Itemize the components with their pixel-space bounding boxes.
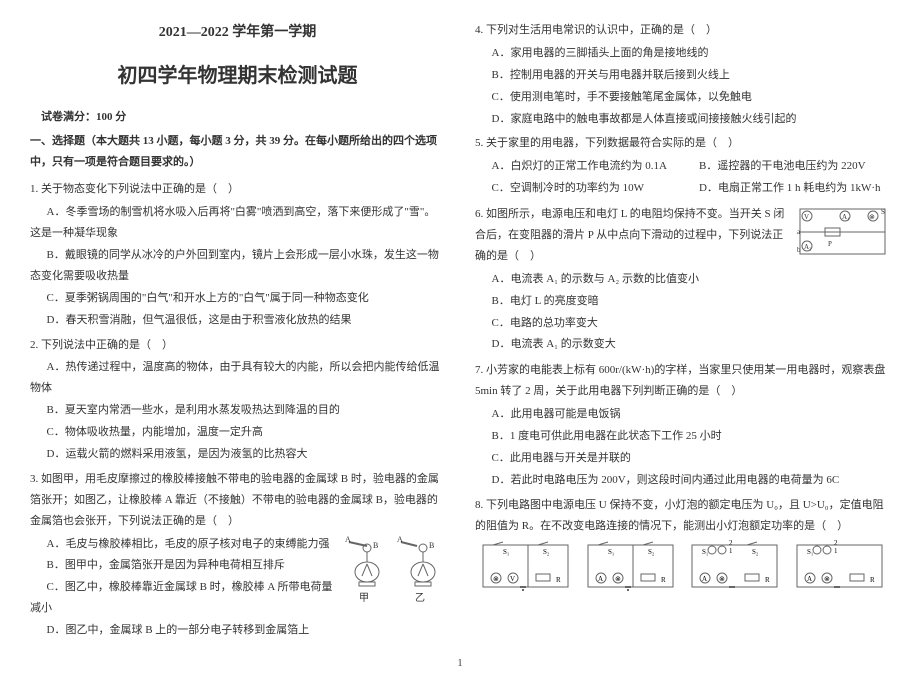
q2-opt-b: B．夏天室内常洒一些水，是利用水蒸发吸热达到降温的目的 [30,400,445,421]
svg-text:A₂: A₂ [804,243,812,251]
q7-opt-a: A．此用电器可能是电饭锅 [475,404,890,425]
q2-opt-c: C．物体吸收热量，内能增加，温度一定升高 [30,422,445,443]
q5-opt-d: D．电扇正常工作 1 h 耗电约为 1kW·h [683,178,891,199]
q3-caption-jia: 甲 [339,589,389,608]
q2-opt-a: A．热传递过程中，温度高的物体，由于具有较大的内能，所以会把内能传给低温物体 [30,357,445,399]
electroscope-jia-icon: A B [339,534,389,589]
q7-opt-d: D．若此时电路电压为 200V，则这段时间内通过此用电器的电荷量为 6C [475,470,890,491]
q7-opt-b: B．1 度电可供此用电器在此状态下工作 25 小时 [475,426,890,447]
q8-circuit-options: S₁ S₂ ⊗ V R S₁ S₂ [475,540,890,595]
svg-text:A: A [598,575,603,583]
question-7: 7. 小芳家的电能表上标有 600r/(kW·h)的字样，当家里只使用某一用电器… [475,360,890,490]
q3-caption-yi: 乙 [395,589,445,608]
svg-text:S₁: S₁ [608,548,614,556]
svg-text:1: 1 [729,547,733,555]
q4-opt-c: C．使用测电笔时，手不要接触笔尾金属体，以免触电 [475,87,890,108]
q2-opt-d: D．运载火箭的燃料采用液氢，是因为液氢的比热容大 [30,444,445,465]
q5-opt-b: B．遥控器的干电池电压约为 220V [683,156,891,177]
svg-text:A: A [702,575,707,583]
q7-opt-c: C．此用电器与开关是并联的 [475,448,890,469]
q5-stem: 5. 关于家里的用电器，下列数据最符合实际的是（ ） [475,133,890,154]
q4-opt-d: D．家庭电路中的触电事故都是人体直接或间接接触火线引起的 [475,109,890,130]
svg-text:2: 2 [834,540,838,547]
q5-opt-c: C．空调制冷时的功率约为 10W [475,178,683,199]
q1-opt-a: A．冬季雪场的制雪机将水吸入后再将"白雾"喷洒到高空，落下来便形成了"雪"。这是… [30,202,445,244]
circuit-opt-c-icon: S₂ S₁ 1 2 A ⊗ R [687,540,782,595]
q3-figure: A B 甲 A [339,534,445,608]
section-1-head: 一、选择题（本大题共 13 小题，每小题 3 分，共 39 分。在每小题所给出的… [30,131,445,173]
q1-opt-c: C．夏季粥锅周围的"白气"和开水上方的"白气"属于同一种物态变化 [30,288,445,309]
q1-opt-b: B．戴眼镜的同学从冰冷的户外回到室内，镜片上会形成一层小水珠，发生这一物态变化需… [30,245,445,287]
electroscope-yi-icon: A B [395,534,445,589]
question-4: 4. 下列对生活用电常识的认识中，正确的是（ ） A．家用电器的三脚插头上面的角… [475,20,890,129]
svg-text:⊗: ⊗ [824,575,830,583]
q2-stem: 2. 下列说法中正确的是（ ） [30,335,445,356]
q1-opt-d: D．春天积雪消融，但气温很低，这是由于积雪液化放热的结果 [30,310,445,331]
svg-text:S₁: S₁ [702,548,708,556]
svg-text:R: R [765,576,770,584]
score-line: 试卷满分：100 分 [30,107,445,128]
q5-opt-a: A．白炽灯的正常工作电流约为 0.1A [475,156,683,177]
q7-stem: 7. 小芳家的电能表上标有 600r/(kW·h)的字样，当家里只使用某一用电器… [475,360,890,402]
question-2: 2. 下列说法中正确的是（ ） A．热传递过程中，温度高的物体，由于具有较大的内… [30,335,445,465]
question-6: V A₁ ⊗ S P A₂ a b 6. 如图所示，电源电压和电灯 L 的电阻均… [475,204,890,356]
question-1: 1. 关于物态变化下列说法中正确的是（ ） A．冬季雪场的制雪机将水吸入后再将"… [30,179,445,330]
svg-text:S₁: S₁ [807,548,813,556]
svg-text:⊗: ⊗ [869,213,875,221]
svg-text:A: A [397,535,403,544]
q3-stem: 3. 如图甲，用毛皮摩擦过的橡胶棒接触不带电的验电器的金属球 B 时，验电器的金… [30,469,445,532]
svg-text:⊗: ⊗ [493,575,499,583]
q4-opt-a: A．家用电器的三脚插头上面的角是接地线的 [475,43,890,64]
q8-stem: 8. 下列电路图中电源电压 U 保持不变，小灯泡的额定电压为 U₀，且 U>U₀… [475,495,890,537]
svg-text:R: R [556,576,561,584]
svg-text:A: A [807,575,812,583]
svg-text:V: V [804,213,809,221]
q6-opt-a: A．电流表 A₁ 的示数与 A₂ 示数的比值变小 [475,269,890,290]
circuit-opt-b-icon: S₁ S₂ A ⊗ R [583,540,678,595]
svg-text:B: B [429,541,434,550]
svg-text:S₂: S₂ [648,548,655,556]
q6-figure: V A₁ ⊗ S P A₂ a b [795,204,890,264]
svg-text:B: B [373,541,378,550]
svg-text:1: 1 [834,547,838,555]
q4-stem: 4. 下列对生活用电常识的认识中，正确的是（ ） [475,20,890,41]
svg-text:R: R [661,576,666,584]
svg-text:S₂: S₂ [752,548,759,556]
svg-text:S₂: S₂ [543,548,550,556]
svg-text:S: S [881,208,885,216]
header-year: 2021—2022 学年第一学期 [30,20,445,47]
q6-opt-d: D．电流表 A₁ 的示数变大 [475,334,890,355]
q6-opt-b: B．电灯 L 的亮度变暗 [475,291,890,312]
question-3: 3. 如图甲，用毛皮摩擦过的橡胶棒接触不带电的验电器的金属球 B 时，验电器的金… [30,469,445,642]
main-title: 初四学年物理期末检测试题 [30,57,445,95]
svg-text:A₁: A₁ [842,213,850,221]
question-5: 5. 关于家里的用电器，下列数据最符合实际的是（ ） A．白炽灯的正常工作电流约… [475,133,890,200]
q3-opt-d: D．图乙中，金属球 B 上的一部分电子转移到金属箔上 [30,620,445,641]
svg-text:S₁: S₁ [503,548,509,556]
circuit-opt-a-icon: S₁ S₂ ⊗ V R [478,540,573,595]
svg-text:R: R [870,576,875,584]
q4-opt-b: B．控制用电器的开关与用电器并联后接到火线上 [475,65,890,86]
q6-opt-c: C．电路的总功率变大 [475,313,890,334]
circuit-opt-d-icon: S₁ 1 2 A ⊗ R [792,540,887,595]
page-number: 1 [30,654,890,673]
svg-text:A: A [345,535,351,544]
q1-stem: 1. 关于物态变化下列说法中正确的是（ ） [30,179,445,200]
circuit-q6-icon: V A₁ ⊗ S P A₂ a b [795,204,890,264]
svg-text:⊗: ⊗ [615,575,621,583]
svg-text:V: V [510,575,515,583]
svg-text:P: P [828,240,832,248]
svg-text:⊗: ⊗ [719,575,725,583]
question-8: 8. 下列电路图中电源电压 U 保持不变，小灯泡的额定电压为 U₀，且 U>U₀… [475,495,890,596]
svg-text:2: 2 [729,540,733,547]
svg-text:b: b [797,246,801,254]
